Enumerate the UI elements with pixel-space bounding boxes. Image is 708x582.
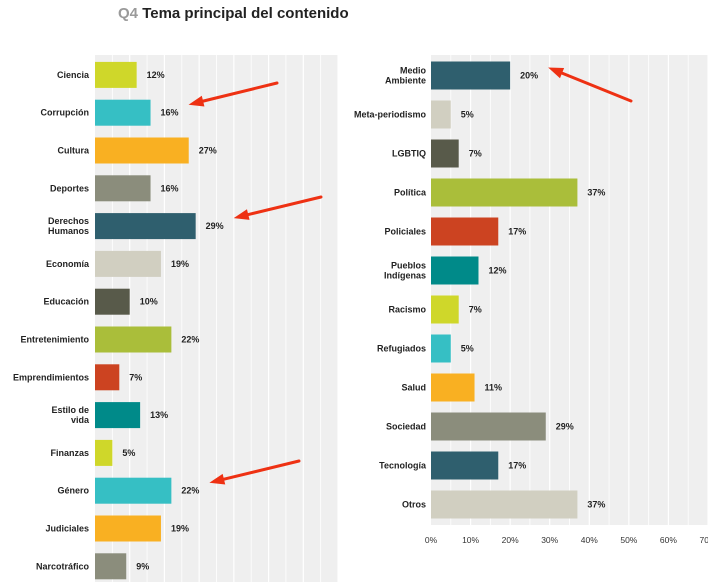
bar-medio-ambiente — [431, 61, 511, 90]
value-label-politica: 37% — [587, 188, 605, 198]
value-label-derechos-humanos: 29% — [206, 221, 224, 231]
x-tick-label: 30% — [541, 535, 558, 545]
category-label-judiciales: Judiciales — [45, 524, 89, 534]
value-label-sociedad: 29% — [556, 422, 574, 432]
x-tick-label: 50% — [620, 535, 637, 545]
highlight-arrowhead-derechos-humanos — [233, 209, 250, 220]
value-label-policiales: 17% — [508, 227, 526, 237]
bar-meta-periodismo — [431, 100, 451, 129]
bar-lgbtiq — [431, 139, 459, 168]
bar-otros — [431, 490, 578, 519]
highlight-arrow-derechos-humanos — [246, 195, 323, 217]
bar-narcotrafico — [95, 553, 127, 580]
highlight-arrowhead-genero — [209, 473, 226, 485]
x-tick-label: 70% — [699, 535, 708, 545]
value-label-deportes: 16% — [161, 183, 179, 193]
category-label-entretenimiento: Entretenimiento — [20, 335, 89, 345]
bar-deportes — [95, 175, 151, 202]
value-label-entretenimiento: 22% — [181, 335, 199, 345]
category-label-emprendimientos: Emprendimientos — [13, 372, 89, 382]
category-label-finanzas: Finanzas — [50, 448, 89, 458]
category-label-corrupcion: Corrupción — [41, 108, 90, 118]
bar-corrupcion — [95, 99, 151, 126]
category-label-sociedad: Sociedad — [386, 422, 426, 432]
value-label-tecnologia: 17% — [508, 461, 526, 471]
bar-racismo — [431, 295, 459, 324]
category-label-estilo-de-vida: Estilo de vida — [51, 405, 90, 425]
category-label-meta-periodismo: Meta-periodismo — [354, 110, 427, 120]
value-label-racismo: 7% — [469, 305, 482, 315]
category-label-economia: Economía — [46, 259, 90, 269]
bar-emprendimientos — [95, 364, 120, 391]
value-label-judiciales: 19% — [171, 524, 189, 534]
bar-cultura — [95, 137, 189, 164]
value-label-otros: 37% — [587, 500, 605, 510]
category-label-otros: Otros — [402, 500, 426, 510]
chart-title: Q4 Tema principal del contenido — [118, 5, 349, 22]
bar-sociedad — [431, 412, 546, 441]
question-number: Q4 — [118, 5, 139, 22]
highlight-arrow-genero — [222, 459, 301, 481]
bar-derechos-humanos — [95, 213, 196, 240]
bar-tecnologia — [431, 451, 499, 480]
title-text: Tema principal del contenido — [142, 5, 349, 22]
x-tick-label: 0% — [425, 535, 438, 545]
value-label-estilo-de-vida: 13% — [150, 410, 168, 420]
category-label-educacion: Educación — [43, 297, 89, 307]
value-label-genero: 22% — [181, 486, 199, 496]
value-label-medio-ambiente: 20% — [520, 71, 538, 81]
bar-politica — [431, 178, 578, 207]
bar-entretenimiento — [95, 326, 172, 353]
value-label-cultura: 27% — [199, 146, 217, 156]
highlight-arrowhead-corrupcion — [188, 95, 205, 107]
value-label-lgbtiq: 7% — [469, 149, 482, 159]
category-label-cultura: Cultura — [58, 146, 90, 156]
bar-judiciales — [95, 515, 161, 542]
bar-pueblos-indigenas — [431, 256, 479, 285]
category-label-deportes: Deportes — [50, 183, 89, 193]
x-tick-label: 60% — [660, 535, 677, 545]
value-label-emprendimientos: 7% — [129, 372, 142, 382]
category-label-politica: Política — [394, 188, 427, 198]
category-label-pueblos-indigenas: Pueblos Indígenas — [384, 261, 426, 281]
category-label-derechos-humanos: Derechos Humanos — [48, 216, 89, 236]
value-label-economia: 19% — [171, 259, 189, 269]
category-label-ciencia: Ciencia — [57, 70, 90, 80]
x-tick-label: 20% — [502, 535, 519, 545]
category-label-narcotrafico: Narcotráfico — [36, 561, 90, 571]
bar-estilo-de-vida — [95, 402, 141, 429]
value-label-salud: 11% — [485, 383, 503, 393]
x-tick-label: 10% — [462, 535, 479, 545]
value-label-ciencia: 12% — [147, 70, 165, 80]
bar-educacion — [95, 288, 130, 315]
bar-ciencia — [95, 61, 137, 88]
category-label-lgbtiq: LGBTIQ — [392, 149, 426, 159]
bar-policiales — [431, 217, 499, 246]
category-label-refugiados: Refugiados — [377, 344, 426, 354]
category-label-salud: Salud — [401, 383, 426, 393]
value-label-refugiados: 5% — [461, 344, 474, 354]
highlight-arrowhead-medio-ambiente — [548, 67, 565, 79]
value-label-educacion: 10% — [140, 297, 158, 307]
value-label-finanzas: 5% — [122, 448, 135, 458]
highlight-arrow-medio-ambiente — [560, 71, 633, 103]
category-label-tecnologia: Tecnología — [379, 461, 427, 471]
bar-economia — [95, 250, 161, 277]
value-label-narcotrafico: 9% — [136, 561, 149, 571]
x-tick-label: 40% — [581, 535, 598, 545]
category-label-racismo: Racismo — [388, 305, 426, 315]
category-label-medio-ambiente: Medio Ambiente — [385, 66, 427, 86]
bar-finanzas — [95, 439, 113, 466]
value-label-meta-periodismo: 5% — [461, 110, 474, 120]
category-label-genero: Género — [57, 486, 89, 496]
value-label-pueblos-indigenas: 12% — [488, 266, 506, 276]
value-label-corrupcion: 16% — [161, 108, 179, 118]
bar-refugiados — [431, 334, 451, 363]
category-label-policiales: Policiales — [384, 227, 426, 237]
bar-salud — [431, 373, 475, 402]
highlight-arrow-corrupcion — [201, 81, 279, 103]
bar-genero — [95, 477, 172, 504]
